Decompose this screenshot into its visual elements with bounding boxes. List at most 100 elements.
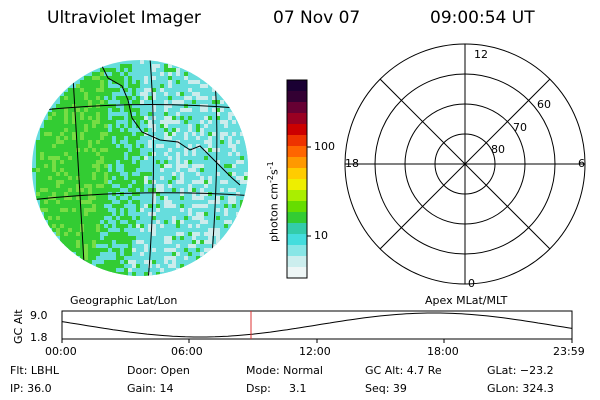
image-pixel <box>124 192 128 196</box>
image-pixel <box>224 232 228 236</box>
image-pixel <box>52 192 56 196</box>
image-pixel <box>228 156 232 160</box>
image-pixel <box>56 128 60 132</box>
image-pixel <box>136 184 140 188</box>
image-pixel <box>100 200 104 204</box>
image-pixel <box>44 172 48 176</box>
image-pixel <box>84 232 88 236</box>
image-pixel <box>88 132 92 136</box>
image-pixel <box>72 240 76 244</box>
image-pixel <box>224 128 228 132</box>
image-pixel <box>144 76 148 80</box>
image-pixel <box>88 140 92 144</box>
image-pixel <box>124 228 128 232</box>
image-pixel <box>56 196 60 200</box>
image-pixel <box>96 260 100 264</box>
image-pixel <box>220 204 224 208</box>
image-pixel <box>132 156 136 160</box>
image-pixel <box>96 200 100 204</box>
image-pixel <box>80 244 84 248</box>
image-pixel <box>152 112 156 116</box>
image-pixel <box>112 220 116 224</box>
image-pixel <box>148 264 152 268</box>
image-pixel <box>144 80 148 84</box>
image-pixel <box>84 256 88 260</box>
image-pixel <box>192 248 196 252</box>
image-pixel <box>120 104 124 108</box>
image-pixel <box>144 180 148 184</box>
image-pixel <box>108 136 112 140</box>
image-pixel <box>44 136 48 140</box>
image-pixel <box>116 92 120 96</box>
image-pixel <box>152 168 156 172</box>
image-pixel <box>40 128 44 132</box>
image-pixel <box>148 136 152 140</box>
image-pixel <box>232 112 236 116</box>
image-pixel <box>52 132 56 136</box>
image-pixel <box>104 76 108 80</box>
image-pixel <box>228 180 232 184</box>
image-pixel <box>88 240 92 244</box>
image-pixel <box>160 144 164 148</box>
image-pixel <box>152 212 156 216</box>
image-pixel <box>172 168 176 172</box>
colorbar-band <box>287 113 307 125</box>
image-pixel <box>124 216 128 220</box>
image-pixel <box>208 100 212 104</box>
image-pixel <box>120 128 124 132</box>
image-pixel <box>100 156 104 160</box>
image-pixel <box>60 164 64 168</box>
image-pixel <box>144 100 148 104</box>
image-pixel <box>80 240 84 244</box>
image-pixel <box>212 148 216 152</box>
image-pixel <box>192 92 196 96</box>
image-pixel <box>148 196 152 200</box>
image-pixel <box>132 268 136 272</box>
image-pixel <box>148 188 152 192</box>
image-pixel <box>68 192 72 196</box>
image-pixel <box>56 180 60 184</box>
image-pixel <box>220 228 224 232</box>
image-pixel <box>196 76 200 80</box>
image-pixel <box>60 168 64 172</box>
image-pixel <box>160 116 164 120</box>
image-pixel <box>228 148 232 152</box>
image-pixel <box>116 112 120 116</box>
image-pixel <box>220 168 224 172</box>
image-pixel <box>112 124 116 128</box>
image-pixel <box>180 84 184 88</box>
image-pixel <box>144 208 148 212</box>
image-pixel <box>132 176 136 180</box>
image-pixel <box>240 176 244 180</box>
image-pixel <box>168 272 172 276</box>
image-pixel <box>192 184 196 188</box>
image-pixel <box>52 144 56 148</box>
image-pixel <box>176 132 180 136</box>
image-pixel <box>92 160 96 164</box>
image-pixel <box>172 244 176 248</box>
image-pixel <box>232 176 236 180</box>
image-pixel <box>204 212 208 216</box>
image-pixel <box>236 188 240 192</box>
image-pixel <box>220 212 224 216</box>
image-pixel <box>148 228 152 232</box>
image-pixel <box>216 176 220 180</box>
image-pixel <box>80 120 84 124</box>
image-pixel <box>188 208 192 212</box>
image-pixel <box>140 212 144 216</box>
image-pixel <box>108 184 112 188</box>
image-pixel <box>132 212 136 216</box>
image-pixel <box>152 192 156 196</box>
image-pixel <box>212 208 216 212</box>
image-pixel <box>204 232 208 236</box>
image-pixel <box>232 120 236 124</box>
image-pixel <box>192 208 196 212</box>
image-pixel <box>172 248 176 252</box>
image-pixel <box>112 164 116 168</box>
image-pixel <box>144 140 148 144</box>
image-pixel <box>164 80 168 84</box>
image-pixel <box>164 112 168 116</box>
image-pixel <box>84 156 88 160</box>
image-pixel <box>104 244 108 248</box>
image-pixel <box>84 160 88 164</box>
